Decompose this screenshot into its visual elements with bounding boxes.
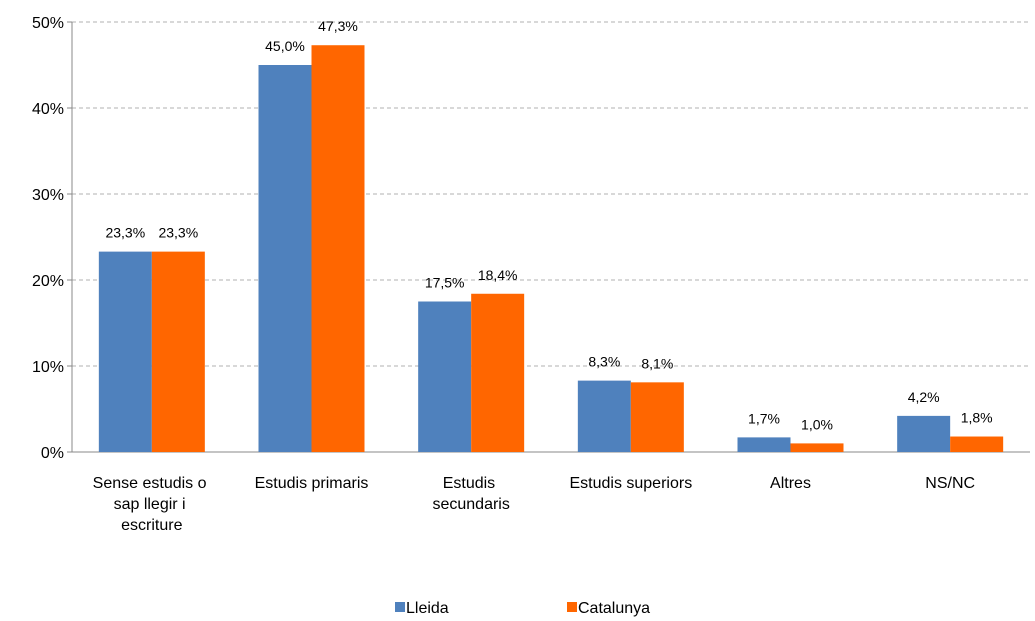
bar	[630, 382, 684, 452]
bar	[950, 436, 1004, 452]
value-label: 47,3%	[318, 18, 358, 34]
value-label: 8,1%	[641, 355, 673, 371]
y-tick-label: 40%	[32, 101, 64, 118]
bar	[577, 380, 631, 452]
y-tick-label: 50%	[32, 15, 64, 32]
value-label: 45,0%	[265, 38, 305, 54]
x-tick-label: Altres	[770, 475, 811, 492]
bar	[737, 437, 791, 452]
x-tick-label: Estudis secundaris	[432, 475, 509, 513]
value-label: 1,7%	[748, 410, 780, 426]
value-label: 17,5%	[425, 275, 465, 291]
value-label: 1,8%	[961, 410, 993, 426]
legend-label: Lleida	[406, 600, 449, 617]
x-tick-label: Estudis primaris	[255, 475, 369, 492]
x-tick-label: Estudis superiors	[569, 475, 692, 492]
y-tick-label: 10%	[32, 359, 64, 376]
value-label: 4,2%	[908, 389, 940, 405]
x-tick-label: Sense estudis o sap llegir i escriture	[93, 475, 211, 534]
legend-swatch	[395, 602, 405, 612]
legend-label: Catalunya	[578, 600, 650, 617]
y-tick-label: 0%	[41, 445, 64, 462]
value-label: 8,3%	[588, 354, 620, 370]
value-label: 1,0%	[801, 416, 833, 432]
bar	[311, 45, 365, 452]
bar	[471, 293, 525, 452]
bar	[418, 301, 472, 452]
bar	[790, 443, 844, 452]
legend-swatch	[567, 602, 577, 612]
y-tick-label: 30%	[32, 187, 64, 204]
y-tick-label: 20%	[32, 273, 64, 290]
bar	[151, 251, 205, 452]
value-label: 23,3%	[105, 225, 145, 241]
bar	[98, 251, 152, 452]
bar	[897, 415, 951, 452]
value-label: 18,4%	[478, 267, 518, 283]
x-tick-label: NS/NC	[925, 475, 975, 492]
bar	[258, 65, 312, 452]
value-label: 23,3%	[158, 225, 198, 241]
